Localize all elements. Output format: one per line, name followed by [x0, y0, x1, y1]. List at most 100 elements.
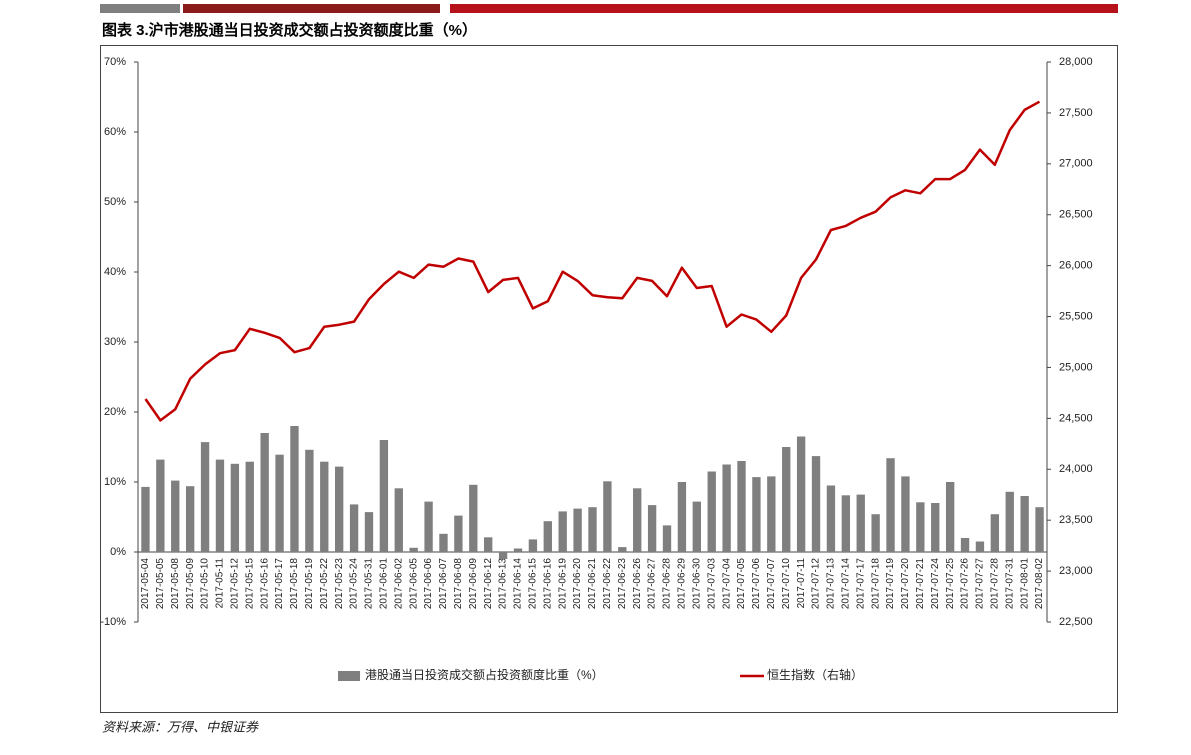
- y2-tick-label: 22,500: [1059, 616, 1093, 628]
- bar: [200, 442, 210, 552]
- bar: [707, 471, 716, 552]
- x-tick-label: 2017-05-18: [289, 558, 300, 610]
- x-tick-label: 2017-05-19: [304, 558, 315, 610]
- y2-tick-label: 24,000: [1059, 463, 1093, 475]
- x-tick-label: 2017-07-31: [1004, 558, 1015, 610]
- y2-tick-label: 27,500: [1059, 107, 1093, 119]
- legend-label: 港股通当日投资成交额占投资额度比重（%）: [365, 667, 604, 682]
- bar: [215, 459, 225, 552]
- bar: [603, 481, 612, 552]
- x-tick-label: 2017-07-19: [885, 558, 896, 610]
- x-tick-label: 2017-07-28: [989, 558, 1000, 610]
- x-tick-label: 2017-07-25: [945, 558, 956, 610]
- x-tick-label: 2017-06-28: [662, 558, 673, 610]
- x-tick-label: 2017-07-03: [706, 558, 717, 610]
- line: [144, 100, 1041, 422]
- bar: [484, 537, 493, 552]
- x-tick-label: 2017-06-23: [617, 558, 628, 610]
- x-tick-label: 2017-05-17: [274, 558, 285, 610]
- bar: [692, 501, 701, 552]
- x-tick-label: 2017-06-27: [647, 558, 658, 610]
- x-tick-label: 2017-06-22: [602, 558, 613, 610]
- x-tick-label: 2017-07-21: [915, 558, 926, 610]
- y2-tick-label: 23,000: [1059, 565, 1093, 577]
- y-tick-label: 30%: [104, 336, 126, 348]
- bar: [364, 512, 374, 552]
- bar: [141, 486, 150, 552]
- y2-tick-label: 26,500: [1059, 209, 1093, 221]
- bar: [871, 514, 880, 552]
- x-tick-label: 2017-05-16: [259, 558, 270, 610]
- header-strip: [183, 4, 440, 13]
- bar: [811, 456, 821, 552]
- y-tick-label: 20%: [104, 406, 126, 418]
- x-tick-label: 2017-05-15: [244, 558, 255, 610]
- bar: [305, 449, 314, 552]
- bar: [931, 503, 940, 552]
- y2-tick-label: 26,000: [1059, 260, 1093, 272]
- bar: [528, 539, 538, 552]
- x-tick-label: 2017-05-08: [170, 558, 181, 610]
- bar: [409, 547, 418, 552]
- bar: [796, 436, 806, 552]
- bar: [960, 538, 970, 552]
- bar: [1005, 491, 1014, 552]
- source: 资料来源：万得、中银证券: [102, 719, 259, 734]
- x-tick-label: 2017-07-05: [736, 558, 747, 610]
- y-tick-label: 70%: [104, 56, 126, 68]
- bar: [856, 494, 865, 552]
- x-tick-label: 2017-07-10: [781, 558, 792, 610]
- frame: [100, 45, 1118, 713]
- bar: [275, 454, 284, 552]
- y-tick-label: 60%: [104, 126, 126, 138]
- x-tick-label: 2017-08-01: [1019, 558, 1030, 610]
- x-tick-label: 2017-07-12: [811, 558, 822, 610]
- y-tick-label: 0%: [110, 546, 126, 558]
- bar: [767, 476, 776, 552]
- bar: [618, 547, 627, 552]
- x-tick-label: 2017-05-04: [140, 558, 151, 610]
- y2-tick-label: 25,500: [1059, 310, 1093, 322]
- x-tick-label: 2017-06-16: [542, 558, 553, 610]
- x-tick-label: 2017-05-24: [349, 558, 360, 610]
- bar: [439, 533, 448, 552]
- bar: [171, 480, 180, 552]
- bar: [886, 458, 895, 552]
- x-tick-label: 2017-05-10: [200, 558, 211, 610]
- header-strip: [100, 4, 180, 13]
- x-tick-label: 2017-05-23: [334, 558, 345, 610]
- x-tick-label: 2017-07-20: [900, 558, 911, 610]
- x-tick-label: 2017-07-04: [721, 558, 732, 610]
- bar: [543, 521, 552, 552]
- x-tick-label: 2017-07-07: [766, 558, 777, 610]
- bar: [156, 459, 165, 552]
- legend-swatch: [338, 671, 360, 681]
- x-tick-label: 2017-07-11: [796, 558, 807, 609]
- x-tick-label: 2017-05-11: [215, 558, 226, 609]
- y-tick-label: 10%: [104, 476, 126, 488]
- bar: [424, 501, 433, 552]
- bar: [558, 511, 567, 552]
- header-strip: [450, 4, 1118, 13]
- bar: [782, 447, 791, 552]
- bar: [916, 502, 925, 552]
- bar: [245, 461, 254, 552]
- bar: [185, 486, 195, 552]
- bar: [826, 485, 836, 552]
- y-tick-label: 40%: [104, 266, 126, 278]
- y2-tick-label: 23,500: [1059, 514, 1093, 526]
- x-tick-label: 2017-05-12: [230, 558, 241, 610]
- x-tick-label: 2017-08-02: [1034, 558, 1045, 610]
- legend-label: 恒生指数（右轴）: [767, 667, 863, 682]
- x-tick-label: 2017-06-13: [498, 558, 509, 610]
- x-tick-label: 2017-06-06: [423, 558, 434, 610]
- x-tick-label: 2017-06-19: [557, 558, 568, 610]
- x-tick-label: 2017-06-14: [513, 558, 524, 610]
- bar: [677, 482, 687, 552]
- x-tick-label: 2017-06-02: [393, 558, 404, 610]
- x-tick-label: 2017-06-07: [438, 558, 449, 610]
- y2-tick-label: 28,000: [1059, 56, 1093, 68]
- x-tick-label: 2017-06-05: [408, 558, 419, 610]
- y2-tick-label: 25,000: [1059, 361, 1093, 373]
